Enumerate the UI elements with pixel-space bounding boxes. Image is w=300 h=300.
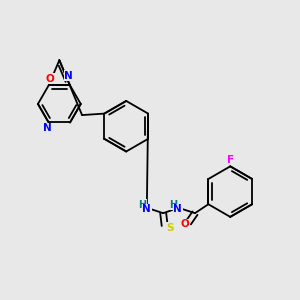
Text: H: H xyxy=(169,200,177,210)
Text: N: N xyxy=(64,71,73,81)
Text: F: F xyxy=(227,155,234,165)
Text: H: H xyxy=(138,200,146,210)
Text: N: N xyxy=(142,204,151,214)
Text: O: O xyxy=(46,74,55,84)
Text: N: N xyxy=(43,123,52,134)
Text: N: N xyxy=(173,204,182,214)
Text: S: S xyxy=(166,223,174,233)
Text: O: O xyxy=(181,219,189,229)
